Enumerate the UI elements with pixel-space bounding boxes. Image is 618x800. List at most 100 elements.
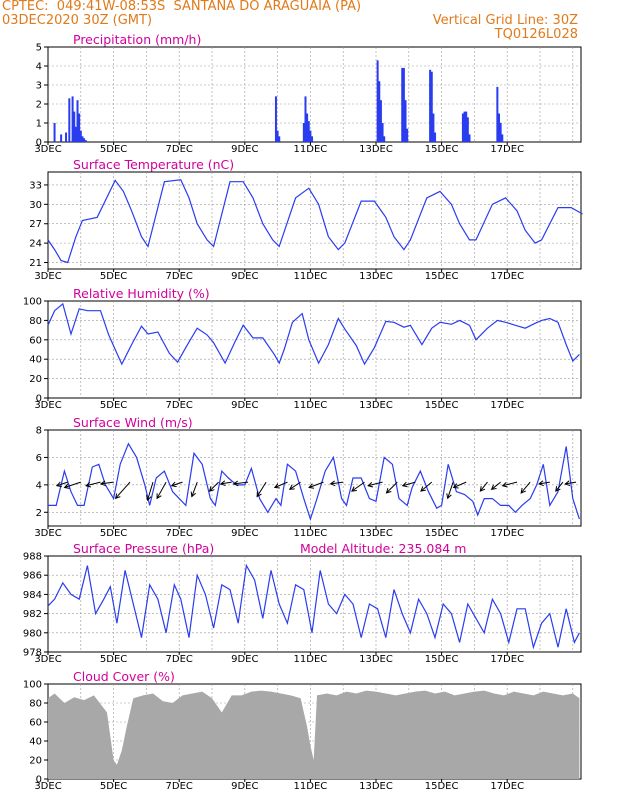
y-tick-label: 980 (23, 628, 42, 639)
y-tick-label: 0 (36, 775, 42, 786)
x-tick-label: 17DEC (490, 528, 524, 539)
x-tick-label: 13DEC (359, 528, 393, 539)
x-tick-label: 5DEC (100, 144, 127, 155)
wind-arrow-head (55, 481, 62, 488)
y-tick-label: 21 (29, 258, 42, 269)
x-tick-label: 3DEC (34, 271, 61, 282)
y-tick-label: 8 (36, 426, 42, 437)
precip-bar (468, 134, 471, 142)
wind-arrow (565, 481, 577, 485)
wind-arrow-head (308, 483, 315, 489)
y-tick-label: 3 (36, 81, 42, 92)
precip-bar (68, 98, 71, 142)
x-tick-label: 13DEC (359, 400, 393, 411)
wind-arrow-head (170, 481, 177, 488)
x-tick-label: 3DEC (34, 400, 61, 411)
wind-arrow-head (288, 484, 295, 490)
x-tick-label: 3DEC (34, 654, 61, 665)
x-tick-label: 9DEC (231, 271, 258, 282)
wind-arrow (274, 481, 288, 488)
wind-arrow-head (555, 486, 561, 492)
precip-bar (379, 100, 382, 142)
x-tick-label: 15DEC (425, 400, 459, 411)
wind-arrow (491, 481, 501, 490)
precip-bar (309, 130, 312, 142)
x-tick-label: 13DEC (359, 144, 393, 155)
y-tick-label: 0 (36, 394, 42, 405)
wind-arrow-head (520, 487, 526, 494)
run-time-label: 03DEC2020 30Z (GMT) (2, 13, 153, 28)
wind-arrow-head (190, 491, 196, 498)
wind-arrow (220, 481, 232, 485)
y-tick-label: 20 (29, 374, 42, 385)
x-tick-label: 9DEC (231, 781, 258, 792)
x-tick-label: 9DEC (231, 144, 258, 155)
y-tick-label: 24 (29, 239, 42, 250)
wind-arrow-head (564, 480, 571, 487)
wind-arrow-head (85, 481, 92, 488)
precip-bar (463, 111, 466, 142)
wind-arrow-head (63, 483, 70, 489)
precip-bar (406, 128, 409, 142)
y-tick-label: 30 (29, 200, 42, 211)
y-tick-label: 40 (29, 355, 42, 366)
precip-bar (501, 134, 504, 142)
precip-bar (383, 136, 386, 142)
wind-arrow-head (99, 480, 106, 487)
x-tick-label: 11DEC (294, 144, 328, 155)
panel-4: 2 4 6 8 3DEC 5DEC 7DEC 9DEC 11DEC 13DEC 15DEC 17DEC… (34, 415, 582, 539)
x-tick-label: 15DEC (425, 654, 459, 665)
x-tick-label: 15DEC (425, 781, 459, 792)
x-tick-label: 5DEC (100, 528, 127, 539)
series-line (47, 179, 583, 264)
x-tick-label: 11DEC (294, 400, 328, 411)
x-tick-label: 17DEC (490, 654, 524, 665)
wind-arrow-head (501, 481, 508, 488)
wind-arrow (447, 481, 454, 499)
wind-arrow-head (114, 493, 121, 500)
wind-arrow (191, 481, 198, 497)
x-tick-label: 11DEC (294, 781, 328, 792)
wind-arrow-head (479, 486, 486, 492)
precip-bar (401, 67, 404, 142)
x-tick-label: 3DEC (34, 144, 61, 155)
wind-arrow-head (146, 495, 152, 502)
wind-arrow-head (446, 493, 452, 500)
wind-arrow (256, 481, 267, 497)
y-tick-label: 984 (23, 590, 42, 601)
y-tick-label: 80 (29, 316, 42, 327)
wind-arrow (171, 481, 183, 487)
y-tick-label: 5 (36, 43, 42, 54)
panel-frame (47, 300, 582, 399)
precip-bar (498, 113, 500, 142)
wind-arrow (520, 481, 531, 494)
wind-arrow (147, 481, 154, 501)
y-tick-label: 6 (36, 453, 42, 464)
panel-6: 0 20 40 60 80 100 3DEC 5DEC 7DEC 9DEC 11DEC 13DEC 15… (23, 669, 582, 792)
wind-arrow-head (367, 481, 374, 488)
precip-bar (376, 60, 379, 142)
wind-arrow (85, 481, 101, 487)
panel-frame (47, 46, 582, 143)
wind-arrow-head (219, 480, 226, 487)
precip-bar (73, 111, 76, 142)
x-tick-label: 15DEC (425, 528, 459, 539)
y-tick-label: 982 (23, 609, 42, 620)
y-tick-label: 27 (29, 219, 42, 230)
wind-arrow (308, 481, 324, 488)
y-tick-label: 60 (29, 718, 42, 729)
wind-arrow (209, 481, 219, 492)
precip-bar (60, 134, 63, 142)
precip-bar (84, 140, 87, 142)
precip-bar (74, 126, 77, 142)
wind-arrow (420, 481, 433, 492)
series-line (47, 563, 580, 650)
panel-3: 0 20 40 60 80 100 3DEC 5DEC 7DEC 9DEC 11DEC 13DEC 15… (23, 286, 582, 411)
panel-title: Cloud Cover (%) (73, 669, 175, 684)
x-tick-label: 17DEC (490, 400, 524, 411)
panel-frame (47, 555, 582, 653)
x-tick-label: 3DEC (34, 781, 61, 792)
x-tick-label: 7DEC (166, 528, 193, 539)
precip-bar (79, 130, 82, 142)
